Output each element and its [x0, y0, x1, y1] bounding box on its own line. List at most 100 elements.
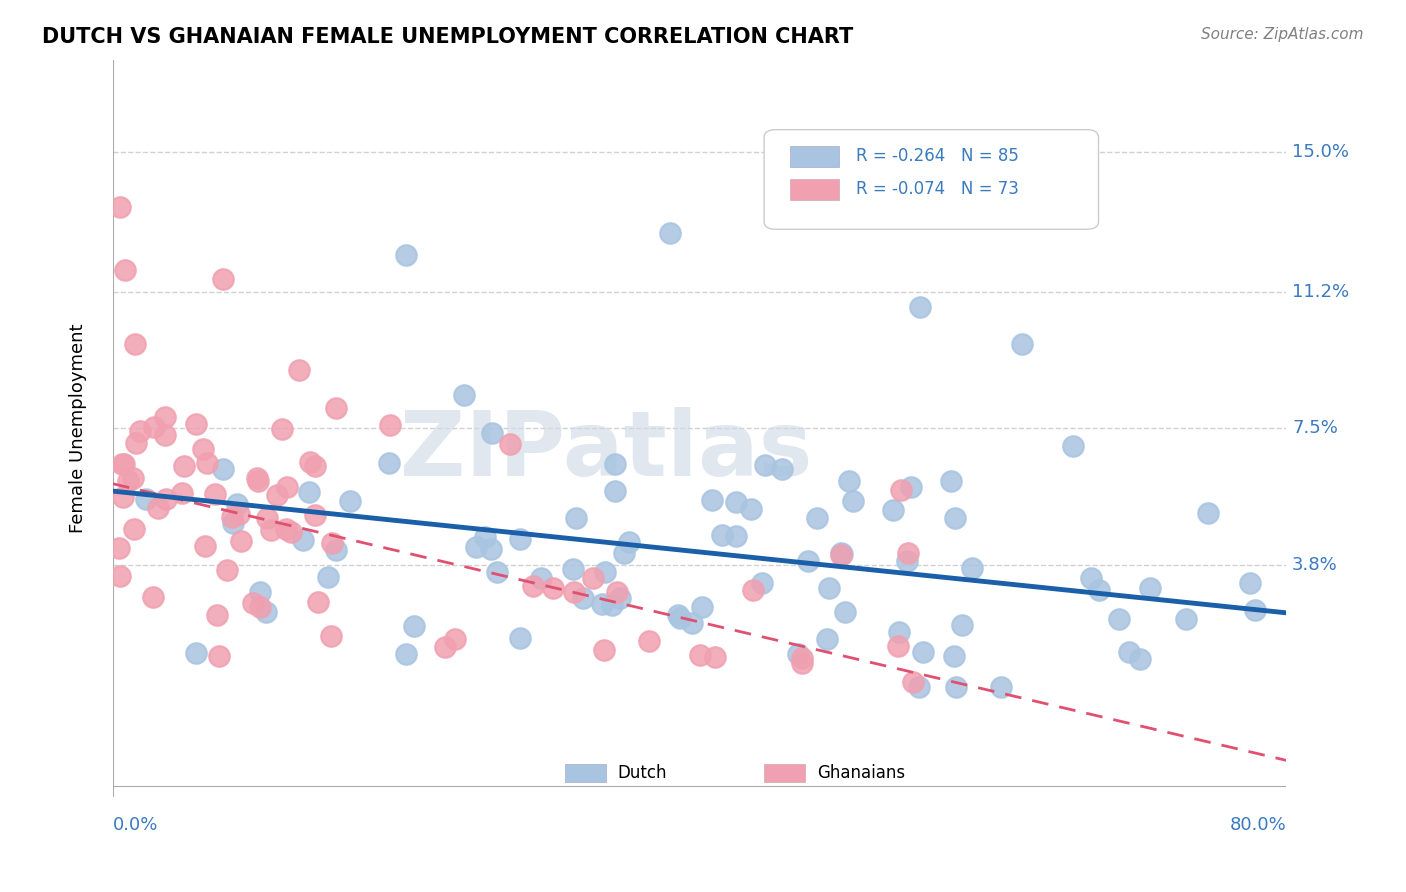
Point	[124, 336, 146, 351]
Point	[1062, 439, 1084, 453]
Point	[943, 510, 966, 524]
Text: 80.0%: 80.0%	[1229, 815, 1286, 834]
Point	[325, 543, 347, 558]
Point	[887, 640, 910, 654]
Bar	[763, 764, 806, 782]
Point	[724, 495, 747, 509]
Point	[1011, 336, 1033, 351]
Point	[790, 656, 813, 670]
Point	[908, 680, 931, 694]
Point	[1239, 575, 1261, 590]
Point	[280, 525, 302, 540]
Point	[186, 417, 208, 431]
Point	[509, 631, 531, 645]
Point	[148, 500, 170, 515]
Point	[254, 605, 277, 619]
Point	[619, 535, 641, 549]
Point	[606, 585, 628, 599]
Point	[605, 457, 627, 471]
Point	[817, 581, 839, 595]
Point	[474, 529, 496, 543]
Point	[689, 648, 711, 663]
Point	[205, 607, 228, 622]
Point	[155, 492, 177, 507]
Point	[830, 546, 852, 560]
Point	[319, 629, 342, 643]
Point	[565, 511, 588, 525]
Point	[212, 272, 235, 286]
Point	[950, 617, 973, 632]
Point	[208, 648, 231, 663]
Point	[842, 494, 865, 508]
Point	[572, 591, 595, 605]
Point	[339, 494, 361, 508]
Point	[215, 563, 238, 577]
Point	[834, 605, 856, 619]
Point	[806, 511, 828, 525]
Point	[135, 492, 157, 507]
Point	[249, 585, 271, 599]
Point	[831, 547, 853, 561]
Point	[796, 554, 818, 568]
Point	[184, 646, 207, 660]
Point	[669, 611, 692, 625]
Text: 7.5%: 7.5%	[1292, 419, 1339, 437]
Bar	[790, 146, 839, 167]
Point	[246, 471, 269, 485]
Point	[173, 458, 195, 473]
Point	[772, 462, 794, 476]
Point	[377, 457, 399, 471]
Point	[900, 480, 922, 494]
Point	[298, 484, 321, 499]
Point	[378, 418, 401, 433]
Point	[453, 388, 475, 402]
Point	[229, 533, 252, 548]
Point	[222, 516, 245, 530]
Point	[404, 619, 426, 633]
Point	[690, 599, 713, 614]
Point	[114, 262, 136, 277]
Point	[943, 649, 966, 664]
Point	[815, 632, 838, 646]
Point	[830, 548, 852, 562]
Point	[1118, 645, 1140, 659]
Point	[1108, 612, 1130, 626]
Point	[318, 570, 340, 584]
Point	[124, 435, 146, 450]
Point	[882, 503, 904, 517]
Text: R = -0.264   N = 85: R = -0.264 N = 85	[856, 147, 1018, 165]
Point	[170, 486, 193, 500]
Point	[703, 650, 725, 665]
Point	[143, 420, 166, 434]
Point	[249, 599, 271, 614]
Point	[128, 425, 150, 439]
Point	[260, 523, 283, 537]
Point	[908, 300, 931, 314]
Point	[479, 542, 502, 557]
Point	[486, 565, 509, 579]
Point	[681, 615, 703, 630]
Point	[444, 632, 467, 646]
Point	[1197, 506, 1219, 520]
Point	[724, 529, 747, 543]
Point	[666, 607, 689, 622]
Point	[117, 474, 139, 488]
Point	[889, 624, 911, 639]
Text: Female Unemployment: Female Unemployment	[69, 324, 87, 533]
FancyBboxPatch shape	[763, 129, 1098, 229]
Bar	[565, 764, 606, 782]
Point	[112, 458, 135, 472]
Point	[786, 647, 808, 661]
Point	[276, 480, 298, 494]
Point	[1080, 571, 1102, 585]
Point	[395, 647, 418, 661]
Point	[1244, 603, 1267, 617]
Point	[111, 457, 134, 471]
Text: ZIPatlas: ZIPatlas	[399, 407, 811, 494]
Point	[195, 456, 218, 470]
Point	[1129, 651, 1152, 665]
Point	[298, 454, 321, 468]
Point	[228, 507, 250, 521]
Point	[603, 483, 626, 498]
Point	[193, 442, 215, 456]
